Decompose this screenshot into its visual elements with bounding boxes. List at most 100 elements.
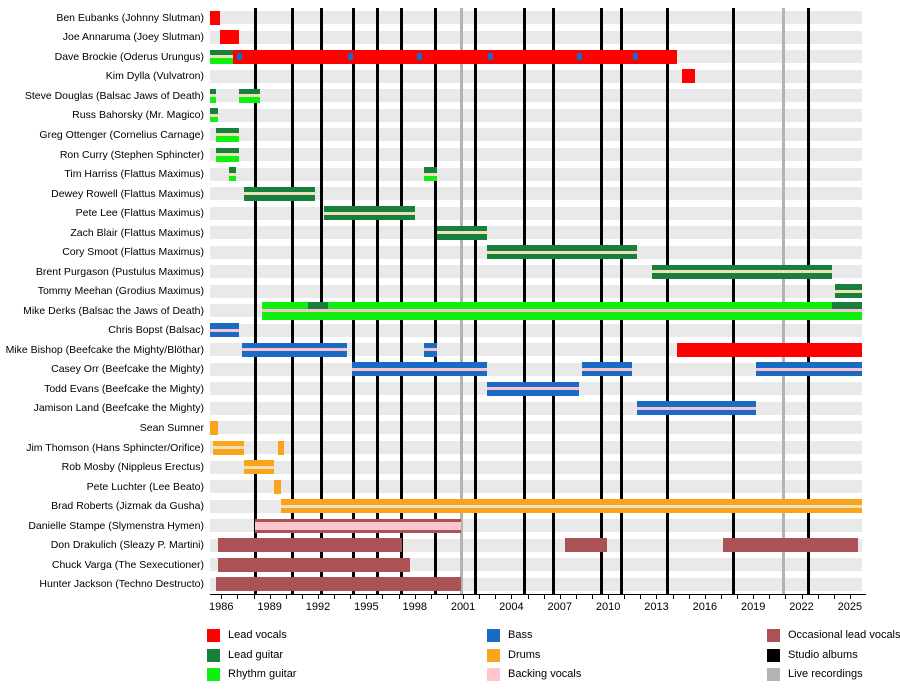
studio-album-line xyxy=(474,8,478,594)
legend-label: Backing vocals xyxy=(508,668,582,680)
timeline-bar xyxy=(232,49,677,64)
x-axis-tick xyxy=(608,595,610,599)
row-band xyxy=(210,401,862,415)
x-axis-tick xyxy=(221,595,223,599)
timeline-chart: Ben Eubanks (Johnny Slutman) Joe Annaruma… xyxy=(5,8,866,613)
x-axis xyxy=(210,594,866,595)
row-label: Hunter Jackson (Techno Destructo) xyxy=(39,578,204,591)
row-label: Jamison Land (Beefcake the Mighty) xyxy=(33,402,204,415)
row-band xyxy=(210,187,862,201)
legend-swatch-studio_albums xyxy=(767,648,780,662)
legend-swatch-live_recordings xyxy=(767,668,780,681)
x-axis-tick xyxy=(334,595,336,599)
row-label: Dewey Rowell (Flattus Maximus) xyxy=(51,187,204,200)
live-recording-line xyxy=(782,8,786,594)
row-band xyxy=(210,167,862,181)
timeline-bar-stripe xyxy=(239,94,260,98)
timeline-bar-top-half xyxy=(239,88,260,96)
timeline-bar-overlay xyxy=(308,301,328,310)
x-axis-label: 1998 xyxy=(402,601,427,613)
legend-swatch-lead_vocals xyxy=(207,629,220,642)
row-label: Chris Bopst (Balsac) xyxy=(108,324,204,337)
timeline-bar xyxy=(677,342,862,357)
row-label: Rob Mosby (Nippleus Erectus) xyxy=(61,461,204,474)
timeline-bar xyxy=(722,538,858,553)
studio-album-line xyxy=(400,8,404,594)
x-axis-label: 2010 xyxy=(595,601,621,613)
studio-album-line xyxy=(806,8,810,594)
row-band xyxy=(210,69,862,83)
row-band xyxy=(210,421,862,435)
row-band xyxy=(210,108,862,122)
row-label: Ron Curry (Stephen Sphincter) xyxy=(59,148,204,161)
x-axis-tick xyxy=(237,595,239,599)
row-label: Pete Lee (Flattus Maximus) xyxy=(75,207,204,220)
timeline-bar xyxy=(682,69,696,84)
bass-dot xyxy=(633,53,639,61)
timeline-bar-stripe xyxy=(835,289,862,293)
legend-label: Lead vocals xyxy=(228,629,287,641)
x-axis-tick xyxy=(446,595,448,599)
x-axis-label: 2001 xyxy=(450,601,476,613)
legend-label: Lead guitar xyxy=(228,648,284,661)
x-axis-label: 2022 xyxy=(789,601,814,613)
legend-label: Rhythm guitar xyxy=(228,668,297,680)
studio-album-line xyxy=(600,8,604,594)
x-axis-tick xyxy=(833,595,835,599)
row-label: Ben Eubanks (Johnny Slutman) xyxy=(56,11,204,24)
legend-label: Occasional lead vocals xyxy=(788,629,900,641)
x-axis-tick xyxy=(737,595,739,599)
row-label: Mike Derks (Balsac the Jaws of Death) xyxy=(23,304,204,317)
row-label: Greg Ottenger (Cornelius Carnage) xyxy=(39,128,204,141)
row-label: Tim Harriss (Flattus Maximus) xyxy=(64,168,204,181)
row-label: Steve Douglas (Balsac Jaws of Death) xyxy=(24,89,204,102)
row-label: Todd Evans (Beefcake the Mighty) xyxy=(44,382,204,395)
live-recording-line xyxy=(459,8,463,594)
timeline-bar xyxy=(564,538,607,553)
legend-swatch-drums xyxy=(487,648,500,662)
studio-album-line xyxy=(434,8,438,594)
row-band xyxy=(210,441,862,454)
row-band xyxy=(210,480,862,494)
x-axis-label: 2007 xyxy=(547,601,573,613)
studio-album-line xyxy=(290,8,294,594)
row-label: Brad Roberts (Jizmak da Gusha) xyxy=(51,500,204,513)
timeline-bar-stripe xyxy=(280,504,862,508)
x-axis-tick xyxy=(640,595,642,599)
timeline-bar xyxy=(216,577,462,592)
row-label: Mike Bishop (Beefcake the Mighty/Blöthar… xyxy=(5,343,204,356)
x-axis-label: 2004 xyxy=(499,601,524,613)
x-axis-tick xyxy=(527,595,529,599)
x-axis-tick xyxy=(656,595,658,599)
timeline-bar-stripe xyxy=(651,270,833,274)
row-label: Brent Purgason (Pustulus Maximus) xyxy=(35,265,204,278)
legend-label: Drums xyxy=(508,648,541,661)
x-axis-tick xyxy=(479,595,481,599)
studio-album-line xyxy=(551,8,555,594)
legend-swatch-bass xyxy=(487,629,500,642)
x-axis-tick xyxy=(414,595,416,599)
timeline-bar-stripe xyxy=(242,348,347,352)
timeline-bar xyxy=(255,518,462,533)
timeline-bar xyxy=(274,479,281,494)
timeline-bar-stripe xyxy=(487,387,580,391)
legend-label: Bass xyxy=(508,629,533,641)
legend-label: Studio albums xyxy=(788,648,858,661)
timeline-bar-top-half xyxy=(229,167,236,175)
x-axis-label: 1992 xyxy=(305,601,331,613)
row-label: Russ Bahorsky (Mr. Magico) xyxy=(72,109,204,122)
x-axis-tick xyxy=(688,595,690,599)
timeline-bar-stripe xyxy=(424,348,438,352)
timeline-bar-stripe xyxy=(210,113,219,117)
row-label: Zach Blair (Flattus Maximus) xyxy=(70,226,204,239)
x-axis-tick xyxy=(704,595,706,599)
x-axis-tick xyxy=(753,595,755,599)
x-axis-tick xyxy=(430,595,432,599)
timeline-bar-stripe xyxy=(210,94,217,98)
row-band xyxy=(210,128,862,142)
studio-album-line xyxy=(522,8,526,594)
timeline-bar xyxy=(210,420,219,435)
row-label: Casey Orr (Beefcake the Mighty) xyxy=(51,363,204,376)
legend-swatch-rhythm_guitar xyxy=(207,668,220,681)
